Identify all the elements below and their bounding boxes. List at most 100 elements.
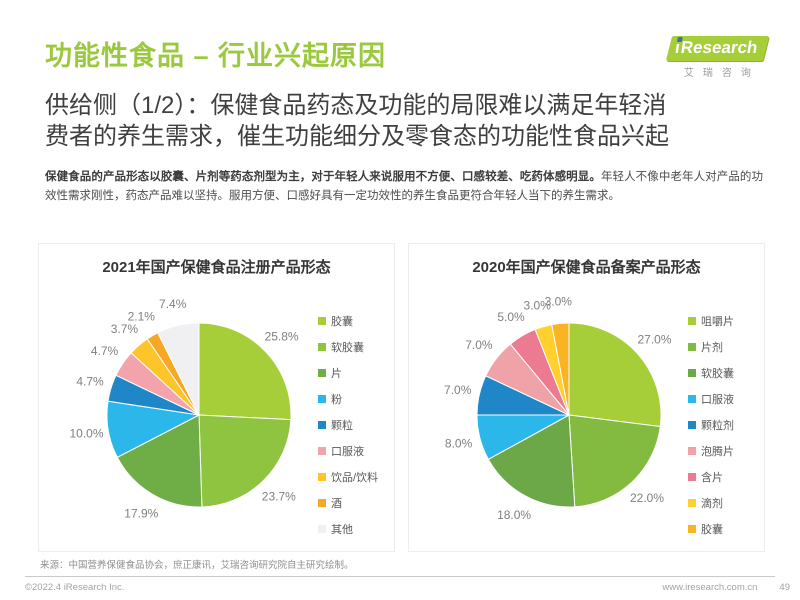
- legend-item-2: 软胶囊: [688, 360, 760, 386]
- chart-title-left: 2021年国产保健食品注册产品形态: [102, 259, 331, 276]
- pie-slice-1: [568, 414, 661, 508]
- legend-label-6: 饮品/饮料: [331, 472, 379, 484]
- legend-swatch-4: [318, 421, 326, 429]
- chart-card-2021-registered: 2021年国产保健食品注册产品形态 25.8% 23.7% 17.9% 10.0% 4.…: [38, 243, 395, 552]
- legend-label-7: 滴剂: [701, 498, 723, 510]
- page-title: 功能性食品 – 行业兴起原因: [45, 41, 387, 71]
- pie-slice-label-6: 5.0%: [497, 310, 525, 324]
- subtitle-line-2: 费者的养生需求，催生功能细分及零食态的功能性食品兴起: [45, 123, 669, 150]
- legend-item-3: 口服液: [688, 386, 760, 412]
- copyright-text: ©2022.4 iResearch Inc.: [25, 582, 125, 593]
- chart-legend-left: 胶囊 软胶囊片粉颗粒 口服液 饮品/饮料酒其他: [318, 308, 390, 542]
- legend-swatch-7: [318, 499, 326, 507]
- pie-slice-label-8: 3.0%: [545, 295, 573, 309]
- legend-swatch-2: [318, 369, 326, 377]
- legend-item-7: 酒: [318, 490, 390, 516]
- legend-label-2: 软胶囊: [701, 368, 734, 380]
- pie-slice-label-4: 4.7%: [76, 375, 104, 389]
- pie-chart-right: 27.0%22.0%18.0%8.0%7.0%7.0%5.0%3.0%3.0%: [444, 295, 672, 522]
- legend-swatch-0: [318, 317, 326, 325]
- legend-swatch-8: [318, 525, 326, 533]
- pie-slice-2: [116, 414, 203, 508]
- chart-title-right: 2020年国产保健食品备案产品形态: [472, 259, 701, 276]
- legend-swatch-8: [688, 525, 696, 533]
- pie-slice-0: [568, 322, 662, 428]
- legend-swatch-1: [688, 343, 696, 351]
- legend-item-1: 软胶囊: [318, 334, 390, 360]
- website-text: www.iresearch.com.cn: [662, 582, 758, 593]
- body-rest: 年轻人不像中老年人对产品的功效性需求刚性，药态产品难以坚持。服用方便、口感好具有…: [45, 171, 764, 202]
- page-number: 49: [779, 582, 790, 593]
- legend-swatch-3: [318, 395, 326, 403]
- legend-label-6: 含片: [701, 472, 723, 484]
- pie-slice-label-7: 3.0%: [524, 299, 552, 313]
- legend-swatch-2: [688, 369, 696, 377]
- iresearch-logo: ıResearch 艾瑞咨询: [665, 36, 770, 79]
- pie-slice-8: [157, 322, 200, 416]
- legend-label-4: 颗粒剂: [701, 420, 734, 432]
- legend-label-2: 片: [331, 368, 342, 380]
- legend-swatch-5: [318, 447, 326, 455]
- legend-swatch-3: [688, 395, 696, 403]
- legend-label-8: 胶囊: [701, 524, 723, 536]
- chart-legend-right: 咀嚼片片剂软胶囊口服液颗粒剂泡腾片含片滴剂胶囊: [688, 308, 760, 542]
- legend-label-5: 泡腾片: [701, 446, 734, 458]
- legend-item-1: 片剂: [688, 334, 760, 360]
- footer-divider: [25, 576, 775, 577]
- source-note: 来源：中国营养保健食品协会，庶正康讯，艾瑞咨询研究院自主研究绘制。: [40, 560, 354, 571]
- legend-item-5: 泡腾片: [688, 438, 760, 464]
- body-lead-bold: 保健食品的产品形态以胶囊、片剂等药态剂型为主，对于年轻人来说服用不方便、口感较差…: [45, 171, 601, 183]
- legend-swatch-6: [688, 473, 696, 481]
- pie-slice-label-2: 18.0%: [497, 508, 531, 522]
- legend-item-0: 咀嚼片: [688, 308, 760, 334]
- legend-item-0: 胶囊: [318, 308, 390, 334]
- pie-slice-2: [487, 414, 576, 508]
- legend-item-3: 粉: [318, 386, 390, 412]
- legend-label-3: 粉: [331, 394, 342, 406]
- body-paragraph: 保健食品的产品形态以胶囊、片剂等药态剂型为主，对于年轻人来说服用不方便、口感较差…: [45, 168, 763, 205]
- legend-label-3: 口服液: [701, 394, 734, 406]
- legend-label-0: 咀嚼片: [701, 316, 734, 328]
- bottom-bar: ©2022.4 iResearch Inc. www.iresearch.com…: [25, 582, 790, 593]
- pie-chart-left: 25.8% 23.7% 17.9% 10.0% 4.7% 4.7% 3.7%2.1%7.4%: [69, 297, 299, 520]
- section-subtitle: 供给侧（1/2）：保健食品药态及功能的局限难以满足年轻消 费者的养生需求，催生功…: [45, 90, 770, 152]
- pie-slice-label-8: 7.4%: [159, 297, 187, 311]
- pie-slice-label-7: 2.1%: [128, 310, 156, 324]
- logo-plate: ıResearch: [665, 36, 770, 61]
- legend-swatch-4: [688, 421, 696, 429]
- logo-brand-text: Research: [679, 38, 759, 57]
- legend-label-7: 酒: [331, 498, 342, 510]
- legend-item-6: 含片: [688, 464, 760, 490]
- pie-slice-label-3: 8.0%: [445, 436, 473, 450]
- legend-swatch-5: [688, 447, 696, 455]
- legend-item-5: 口服液: [318, 438, 390, 464]
- pie-slice-label-4: 7.0%: [444, 383, 472, 397]
- pie-slice-0: [198, 322, 292, 421]
- legend-swatch-1: [318, 343, 326, 351]
- legend-label-8: 其他: [331, 524, 353, 536]
- legend-item-2: 片: [318, 360, 390, 386]
- pie-slice-label-1: 22.0%: [630, 491, 664, 505]
- pie-slice-label-5: 4.7%: [91, 344, 119, 358]
- pie-slice-label-6: 3.7%: [111, 322, 139, 336]
- legend-item-4: 颗粒剂: [688, 412, 760, 438]
- legend-label-5: 口服液: [331, 446, 364, 458]
- legend-label-1: 片剂: [701, 342, 723, 354]
- pie-slice-label-0: 25.8%: [265, 329, 299, 343]
- subtitle-line-1: 供给侧（1/2）：保健食品药态及功能的局限难以满足年轻消: [45, 92, 667, 119]
- legend-swatch-7: [688, 499, 696, 507]
- pie-slice-8: [551, 322, 570, 416]
- pie-slice-label-2: 17.9%: [124, 506, 158, 520]
- legend-swatch-6: [318, 473, 326, 481]
- pie-slice-label-1: 23.7%: [262, 489, 296, 503]
- pie-slice-1: [198, 414, 292, 508]
- legend-item-8: 其他: [318, 516, 390, 542]
- legend-label-1: 软胶囊: [331, 342, 364, 354]
- legend-label-0: 胶囊: [331, 316, 353, 328]
- legend-swatch-0: [688, 317, 696, 325]
- legend-item-6: 饮品/饮料: [318, 464, 390, 490]
- legend-item-7: 滴剂: [688, 490, 760, 516]
- charts-row: 2021年国产保健食品注册产品形态 25.8% 23.7% 17.9% 10.0% 4.…: [38, 243, 765, 552]
- legend-item-8: 胶囊: [688, 516, 760, 542]
- pie-slice-label-5: 7.0%: [465, 338, 493, 352]
